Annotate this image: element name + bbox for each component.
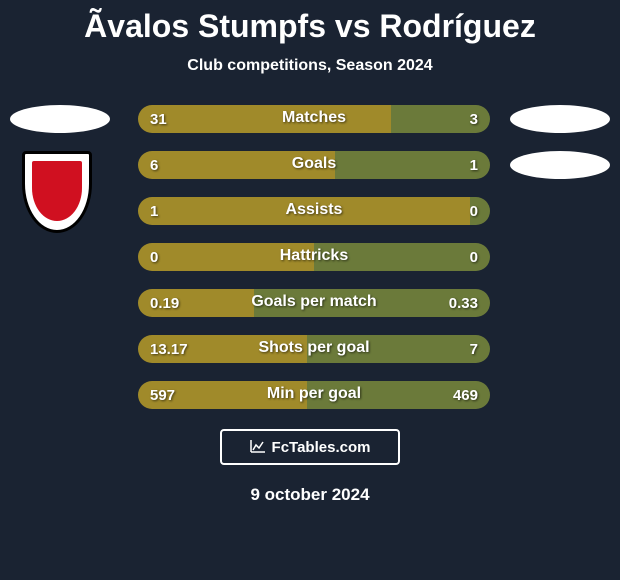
shield-icon: [22, 151, 92, 233]
stat-row: 10Assists: [138, 197, 490, 225]
stat-right-value: 0: [470, 197, 490, 225]
stat-left-value: 1: [138, 197, 470, 225]
footer-date: 9 october 2024: [0, 485, 620, 505]
stat-right-value: 3: [391, 105, 490, 133]
brand-badge: FcTables.com: [220, 429, 400, 465]
stat-row: 597469Min per goal: [138, 381, 490, 409]
stat-right-value: 469: [307, 381, 490, 409]
player-badge-right-1: [510, 105, 610, 133]
stat-left-value: 6: [138, 151, 335, 179]
stat-row: 61Goals: [138, 151, 490, 179]
stat-left-value: 597: [138, 381, 307, 409]
stat-right-value: 1: [335, 151, 490, 179]
stat-row: 313Matches: [138, 105, 490, 133]
stat-left-value: 13.17: [138, 335, 307, 363]
right-logos: [510, 105, 610, 197]
brand-text: FcTables.com: [272, 439, 371, 456]
stat-row: 00Hattricks: [138, 243, 490, 271]
stats-bars: 313Matches 61Goals 10Assists 00Hattricks 0.1…: [138, 105, 490, 409]
club-badge-left: [22, 151, 112, 251]
content-area: 313Matches 61Goals 10Assists 00Hattricks 0.1…: [0, 105, 620, 409]
stat-row: 13.177Shots per goal: [138, 335, 490, 363]
stat-row: 0.190.33Goals per match: [138, 289, 490, 317]
page-subtitle: Club competitions, Season 2024: [0, 57, 620, 75]
stat-right-value: 0.33: [254, 289, 490, 317]
left-logos: [10, 105, 112, 251]
stat-left-value: 0.19: [138, 289, 254, 317]
stat-left-value: 0: [138, 243, 314, 271]
stat-right-value: 7: [307, 335, 490, 363]
page-title: Ãvalos Stumpfs vs Rodríguez: [0, 0, 620, 45]
player-badge-right-2: [510, 151, 610, 179]
stat-left-value: 31: [138, 105, 391, 133]
stat-right-value: 0: [314, 243, 490, 271]
chart-icon: [250, 439, 266, 456]
player-badge-left: [10, 105, 110, 133]
